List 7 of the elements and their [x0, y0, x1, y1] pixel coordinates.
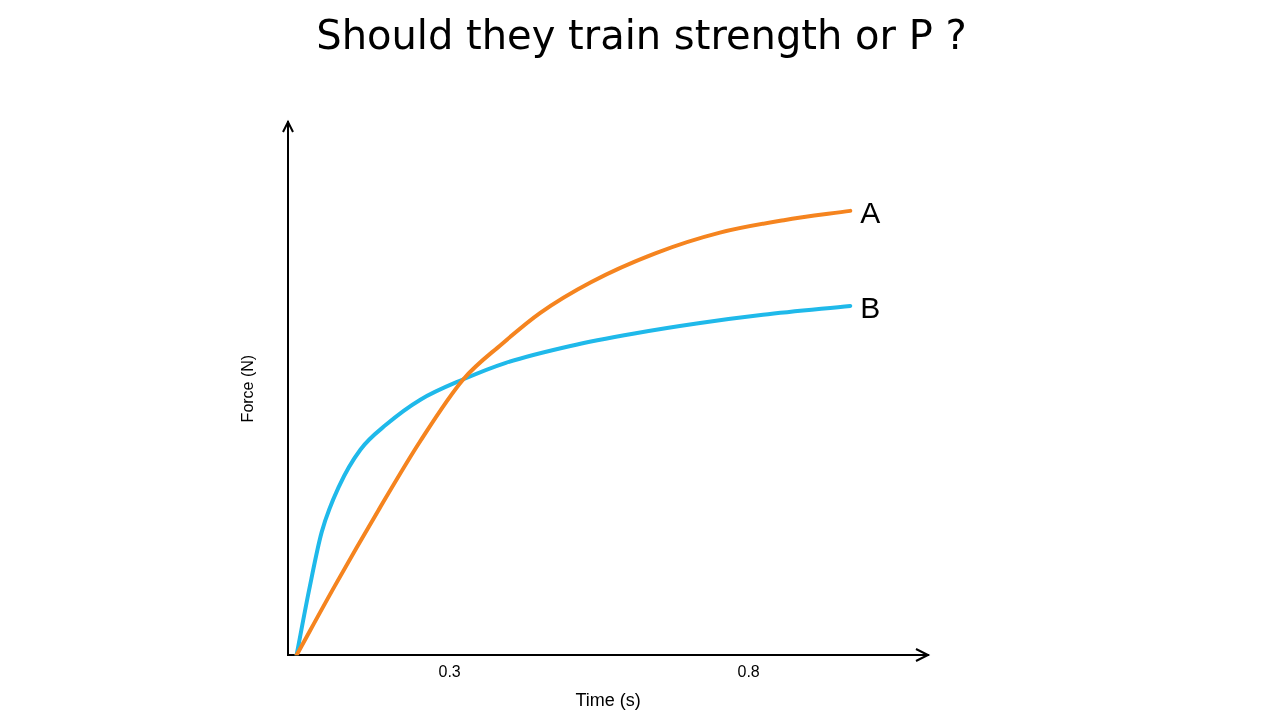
chart-title: Should they train strength or P ? — [315, 12, 968, 58]
x-tick-label: 0.8 — [737, 663, 760, 681]
x-tick-label: 0.3 — [438, 663, 461, 681]
y-axis-title: Force (N) — [239, 354, 257, 423]
series-label: B — [860, 291, 881, 325]
x-axis-title: Time (s) — [575, 690, 641, 711]
series-label: A — [860, 196, 881, 230]
